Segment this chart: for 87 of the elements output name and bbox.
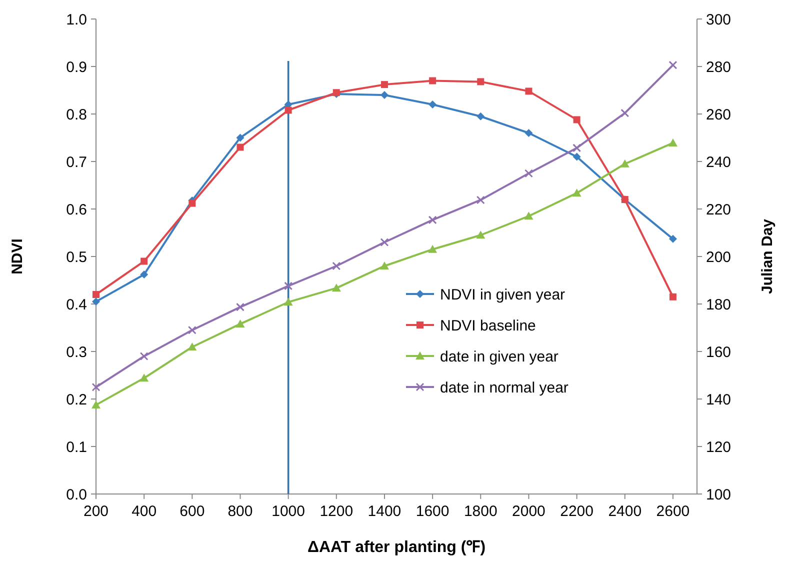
y-tick-label: 0.3	[66, 344, 87, 361]
x-tick-label: 200	[83, 503, 109, 520]
y2-axis-title: Julian Day	[759, 218, 776, 294]
x-tick-label: 2000	[512, 503, 546, 520]
point	[284, 282, 293, 290]
y2-tick-label: 100	[706, 486, 732, 504]
y-axis-title: NDVI	[9, 238, 26, 274]
y2-tick-label: 260	[706, 106, 732, 124]
point	[92, 382, 100, 392]
point	[92, 400, 100, 408]
x-tick-label: 2600	[656, 503, 690, 520]
x-axis-title: ΔAAT after planting (℉)	[307, 539, 486, 556]
x-tick-label: 2400	[608, 503, 642, 520]
point	[236, 144, 244, 151]
x-tick-label: 1600	[416, 503, 450, 520]
point	[284, 106, 292, 114]
y2-tick-label: 200	[706, 248, 732, 266]
legend-label: date in normal year	[440, 379, 568, 396]
point	[668, 60, 678, 70]
point	[140, 374, 149, 382]
point	[573, 116, 580, 124]
y-tick-label: 0.1	[66, 438, 87, 456]
y-tick-label: 0.0	[66, 486, 87, 504]
point	[668, 138, 678, 146]
point	[428, 100, 437, 108]
point	[572, 144, 582, 152]
point	[236, 134, 244, 142]
y-tick-label: 0.6	[66, 201, 87, 218]
point	[92, 298, 100, 306]
legend-label: NDVI baseline	[440, 317, 536, 334]
y-tick-label: 0.2	[66, 391, 87, 408]
point	[332, 284, 341, 292]
x-tick-label: 400	[132, 503, 157, 520]
point	[476, 196, 485, 204]
point	[524, 169, 533, 178]
point	[92, 291, 100, 298]
x-tick-label: 2200	[560, 503, 594, 520]
point	[476, 112, 485, 120]
point	[284, 298, 293, 306]
point	[477, 78, 484, 86]
y-tick-label: 0.9	[66, 58, 87, 76]
y-tick-label: 0.5	[66, 248, 87, 266]
point	[380, 262, 389, 270]
y2-tick-label: 140	[706, 391, 732, 408]
point	[620, 159, 630, 168]
point	[572, 152, 581, 161]
point	[140, 258, 148, 265]
point	[669, 293, 676, 300]
point	[236, 319, 245, 328]
x-tick-label: 1800	[464, 503, 498, 520]
x-tick-label: 1200	[320, 503, 354, 520]
y2-tick-label: 120	[706, 438, 732, 456]
point	[140, 270, 148, 279]
point	[188, 200, 196, 207]
y-tick-label: 0.7	[66, 154, 87, 171]
point	[524, 129, 533, 137]
point	[140, 352, 148, 360]
y2-tick-label: 280	[706, 58, 732, 76]
point	[668, 234, 677, 243]
y2-tick-label: 220	[706, 201, 732, 218]
point	[380, 81, 388, 88]
point	[428, 244, 438, 253]
x-tick-label: 1400	[368, 503, 402, 520]
y-tick-label: 0.4	[66, 296, 87, 314]
y-tick-label: 0.8	[66, 106, 87, 124]
point	[429, 77, 436, 84]
x-tick-label: 800	[228, 503, 253, 520]
point	[476, 230, 486, 239]
y2-tick-label: 180	[706, 296, 732, 314]
y2-tick-label: 300	[706, 11, 732, 28]
y2-tick-label: 240	[706, 154, 732, 171]
point	[188, 326, 196, 334]
point	[236, 302, 244, 312]
x-tick-label: 600	[180, 503, 205, 520]
point	[188, 342, 197, 350]
x-tick-label: 1000	[272, 503, 306, 520]
y-tick-label: 1.0	[66, 11, 87, 28]
point	[332, 262, 341, 270]
point	[620, 108, 630, 118]
point	[380, 238, 389, 246]
legend-label: date in given year	[440, 348, 558, 366]
point	[524, 212, 534, 220]
point	[428, 216, 437, 224]
legend-label: NDVI in given year	[440, 286, 566, 304]
y2-tick-label: 160	[706, 344, 732, 361]
point	[525, 88, 532, 95]
point	[572, 188, 582, 197]
